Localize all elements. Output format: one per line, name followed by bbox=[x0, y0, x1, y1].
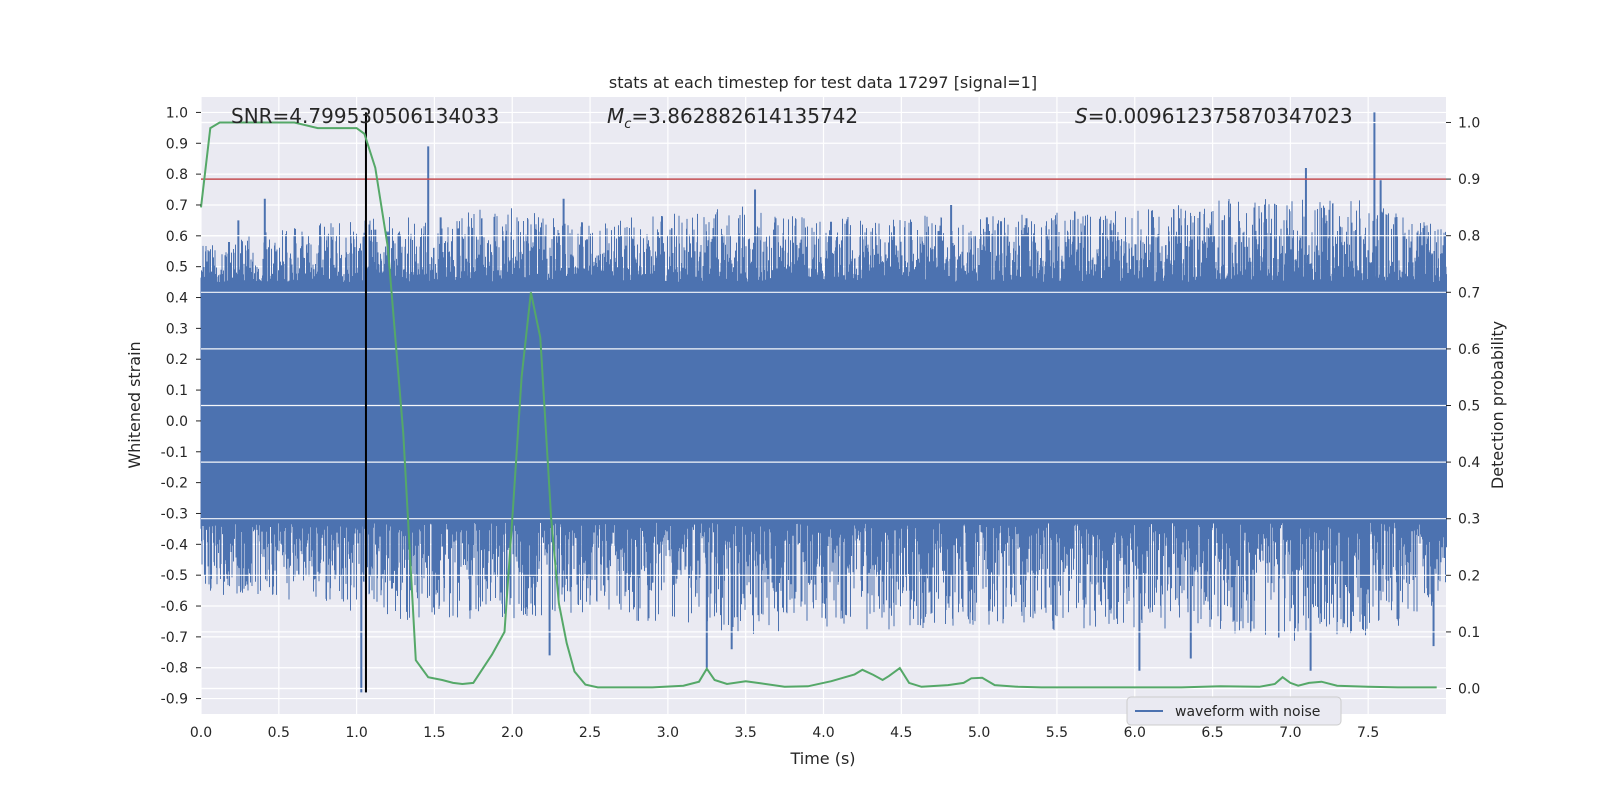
x-tick-label: 5.0 bbox=[968, 725, 990, 741]
y-tick-label: -0.6 bbox=[161, 599, 188, 615]
detection-probability-line bbox=[200, 121, 1437, 689]
waveform-series bbox=[200, 112, 1447, 693]
x-tick-label: 5.5 bbox=[1046, 725, 1068, 741]
y-right-tick-label: 0.7 bbox=[1458, 285, 1480, 301]
y-right-tick-label: 0.5 bbox=[1458, 399, 1480, 415]
y-tick-label: -0.2 bbox=[161, 476, 188, 492]
snr-annotation: SNR=4.799530506134033 bbox=[231, 104, 499, 128]
y-tick-label: 0.4 bbox=[166, 291, 188, 307]
x-tick-label: 3.5 bbox=[735, 725, 757, 741]
x-tick-label: 3.0 bbox=[657, 725, 679, 741]
s-annotation: S=0.009612375870347023 bbox=[1075, 104, 1353, 128]
y-tick-label: -0.9 bbox=[161, 692, 188, 708]
legend: waveform with noise bbox=[1126, 696, 1342, 726]
x-tick-label: 4.5 bbox=[890, 725, 912, 741]
chirp-mass-subscript: c bbox=[624, 117, 631, 132]
y-axis-right: 1.0 0.9 0.8 0.7 0.6 0.5 0.4 0.3 0.2 0.1 0.0 bbox=[1446, 115, 1480, 698]
x-tick-label: 0.5 bbox=[268, 725, 290, 741]
s-symbol: S bbox=[1075, 104, 1088, 128]
y-tick-label: 0.5 bbox=[166, 260, 188, 276]
y-tick-label: -0.1 bbox=[161, 445, 188, 461]
y-right-tick-label: 0.2 bbox=[1458, 568, 1480, 584]
x-tick-label: 2.5 bbox=[579, 725, 601, 741]
y-right-tick-label: 0.6 bbox=[1458, 342, 1480, 358]
y-tick-label: 0.7 bbox=[166, 198, 188, 214]
overlay bbox=[200, 112, 1446, 693]
legend-box bbox=[1126, 696, 1342, 726]
y-right-tick-label: 0.9 bbox=[1458, 172, 1480, 188]
chart-title: stats at each timestep for test data 172… bbox=[609, 73, 1037, 92]
y-tick-label: -0.4 bbox=[161, 537, 188, 553]
y-tick-label: -0.5 bbox=[161, 568, 188, 584]
x-tick-label: 7.0 bbox=[1279, 725, 1301, 741]
y-tick-label: 0.2 bbox=[166, 352, 188, 368]
x-tick-label: 6.0 bbox=[1124, 725, 1146, 741]
x-tick-label: 0.0 bbox=[190, 725, 212, 741]
chirp-mass-symbol: M bbox=[607, 104, 624, 128]
y-right-tick-label: 0.3 bbox=[1458, 512, 1480, 528]
x-tick-label: 6.5 bbox=[1201, 725, 1223, 741]
chirp-mass-annotation: Mc=3.862882614135742 bbox=[607, 104, 858, 132]
y-axis-right-label: Detection probability bbox=[1488, 321, 1507, 489]
y-tick-label: 0.1 bbox=[166, 383, 188, 399]
y-axis-label: Whitened strain bbox=[125, 341, 144, 468]
y-tick-label: 0.3 bbox=[166, 321, 188, 337]
y-right-tick-label: 0.1 bbox=[1458, 625, 1480, 641]
legend-label-waveform: waveform with noise bbox=[1175, 704, 1320, 720]
y-tick-label: 0.9 bbox=[166, 136, 188, 152]
y-tick-label: 0.0 bbox=[166, 414, 188, 430]
x-axis-label: Time (s) bbox=[789, 749, 855, 768]
s-value: =0.009612375870347023 bbox=[1088, 104, 1353, 128]
y-right-tick-label: 1.0 bbox=[1458, 115, 1480, 131]
x-tick-label: 1.5 bbox=[423, 725, 445, 741]
y-tick-label: 0.8 bbox=[166, 167, 188, 183]
x-tick-label: 4.0 bbox=[812, 725, 834, 741]
y-tick-label: 0.6 bbox=[166, 229, 188, 245]
y-tick-label: 1.0 bbox=[166, 105, 188, 121]
x-tick-label: 1.0 bbox=[345, 725, 367, 741]
x-axis: 0.0 0.5 1.0 1.5 2.0 2.5 3.0 3.5 4.0 4.5 5.0 5.5 6.0 6… bbox=[190, 725, 1379, 741]
chirp-mass-value: =3.862882614135742 bbox=[631, 104, 858, 128]
y-right-tick-label: 0.4 bbox=[1458, 455, 1480, 471]
y-right-tick-label: 0.0 bbox=[1458, 682, 1480, 698]
y-tick-label: -0.3 bbox=[161, 506, 188, 522]
x-tick-label: 2.0 bbox=[501, 725, 523, 741]
y-tick-label: -0.8 bbox=[161, 661, 188, 677]
y-axis-left: 1.0 0.9 0.8 0.7 0.6 0.5 0.4 0.3 0.2 0.1 0.0 -0.1 -0.… bbox=[161, 105, 201, 708]
x-tick-label: 7.5 bbox=[1357, 725, 1379, 741]
y-right-tick-label: 0.8 bbox=[1458, 229, 1480, 245]
y-tick-label: -0.7 bbox=[161, 630, 188, 646]
